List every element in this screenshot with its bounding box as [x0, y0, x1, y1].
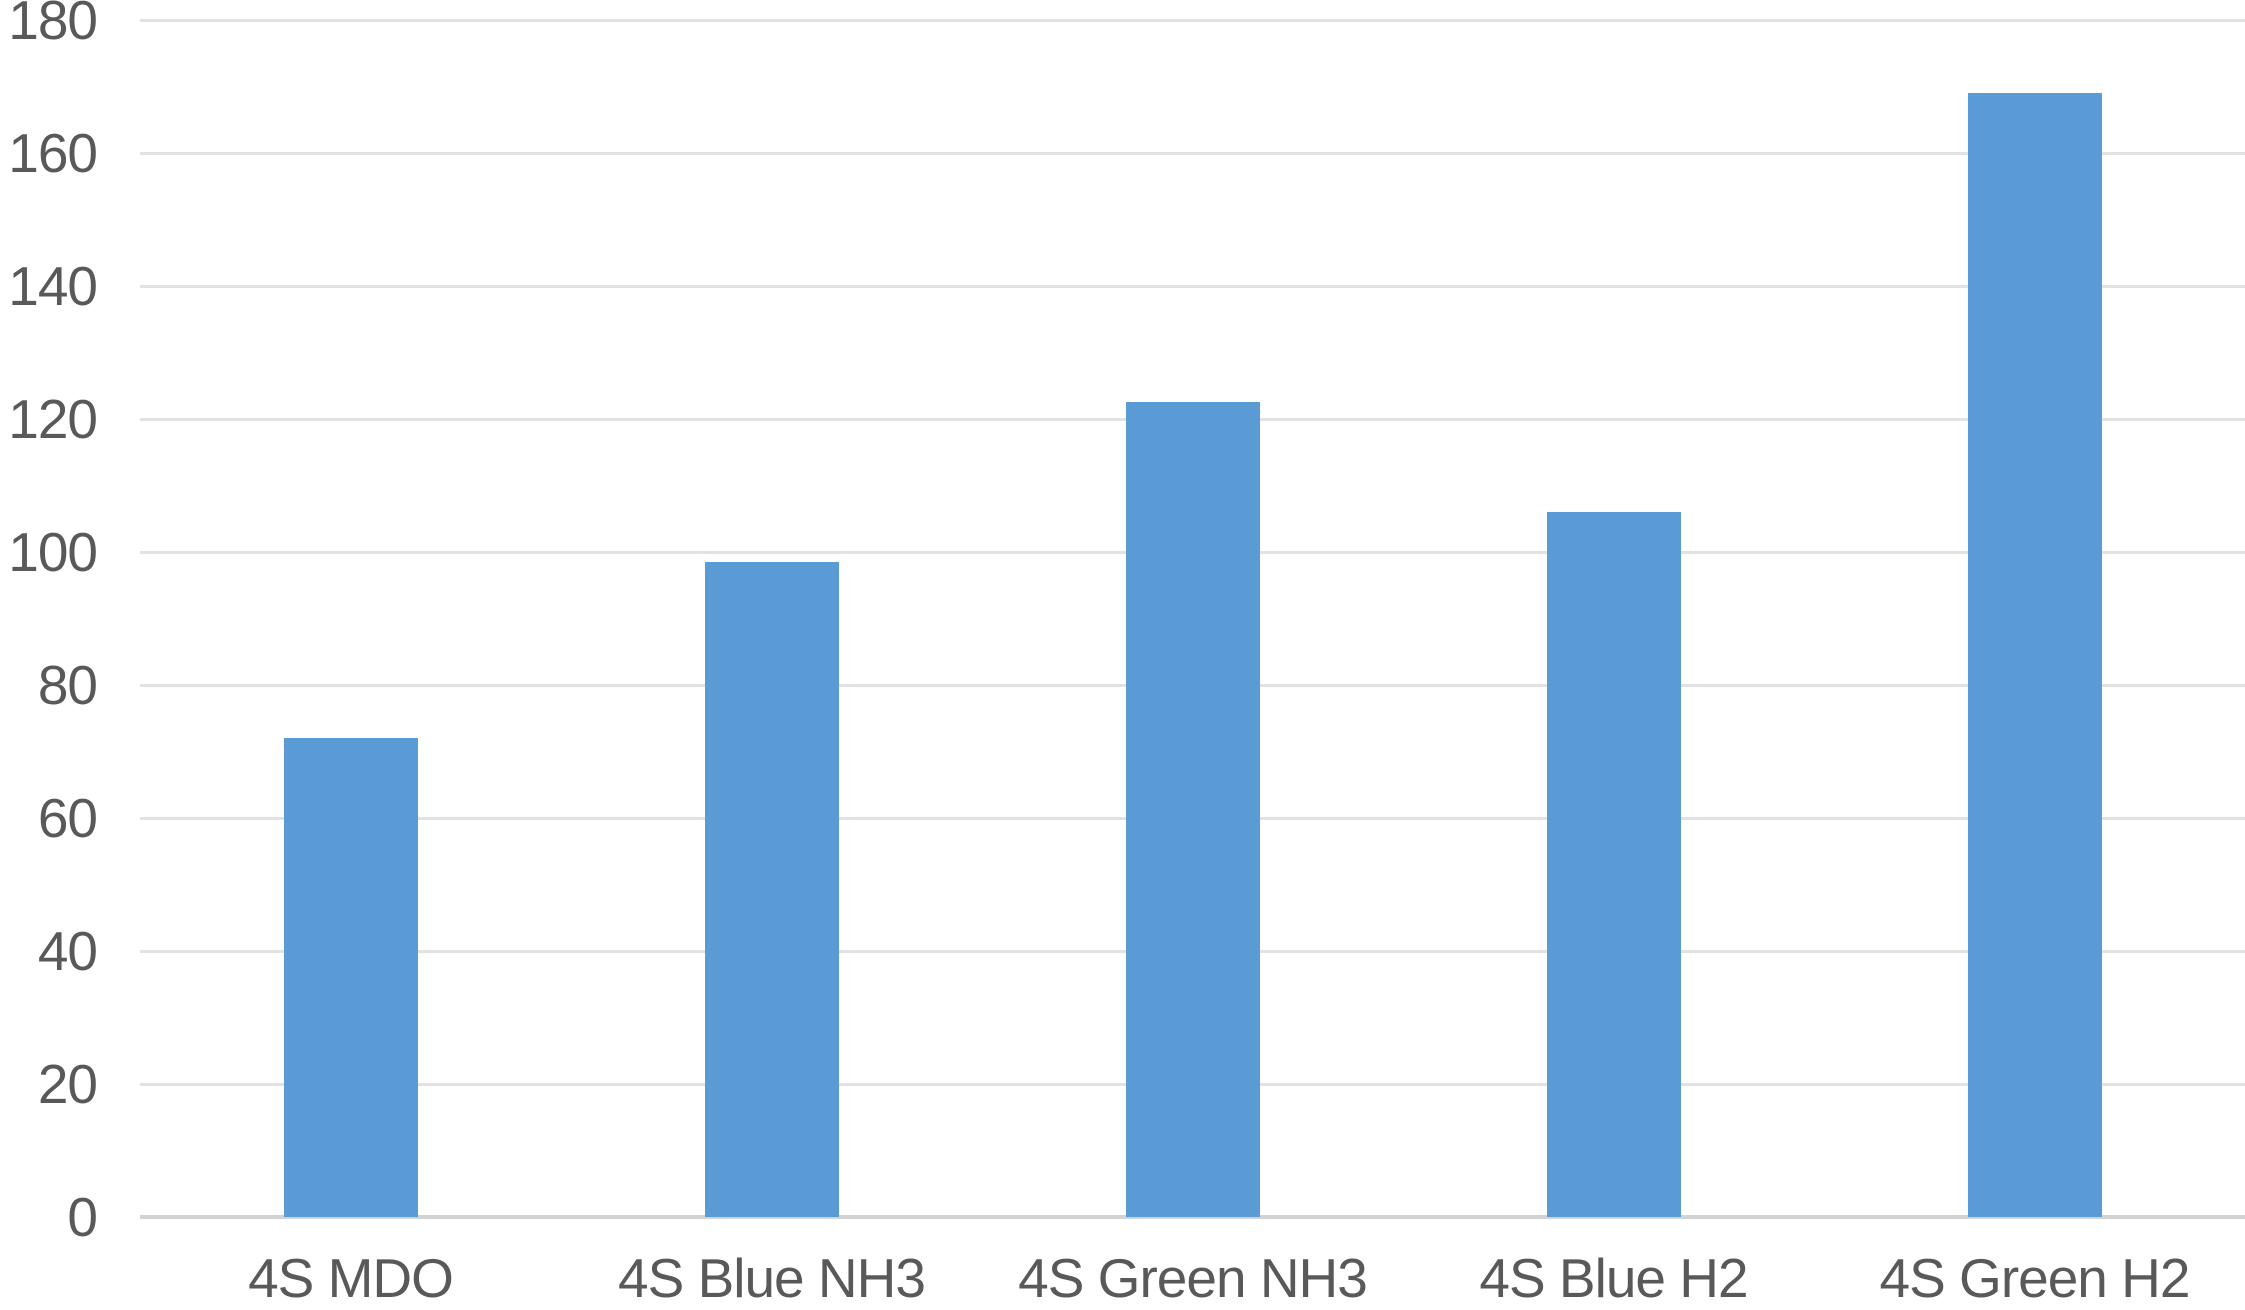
gridline [140, 18, 2245, 22]
x-axis-category-label: 4S Green NH3 [1018, 1247, 1368, 1309]
bar-4s-blue-h2 [1546, 512, 1681, 1217]
gridline [140, 284, 2245, 288]
bar-4s-mdo [283, 738, 418, 1217]
y-axis-tick-label: 140 [8, 255, 98, 317]
bar-4s-blue-nh3 [704, 561, 839, 1217]
x-axis-category-label: 4S Green H2 [1879, 1247, 2190, 1309]
y-axis-tick-label: 60 [37, 787, 98, 849]
y-axis-tick-label: 180 [8, 0, 98, 51]
y-axis-tick-label: 80 [37, 654, 98, 716]
bar-4s-green-h2 [1967, 93, 2102, 1217]
y-axis-tick-label: 100 [8, 521, 98, 583]
gridline [140, 151, 2245, 155]
x-axis-category-label: 4S MDO [248, 1247, 454, 1309]
bar-4s-green-nh3 [1125, 402, 1260, 1217]
y-axis-tick-label: 120 [8, 388, 98, 450]
y-axis-tick-label: 0 [67, 1186, 98, 1248]
x-axis-category-label: 4S Blue NH3 [618, 1247, 926, 1309]
y-axis-tick-label: 40 [37, 920, 98, 982]
y-axis-tick-label: 160 [8, 122, 98, 184]
y-axis-tick-label: 20 [37, 1053, 98, 1115]
x-axis-baseline [140, 1215, 2245, 1219]
x-axis-category-label: 4S Blue H2 [1479, 1247, 1748, 1309]
